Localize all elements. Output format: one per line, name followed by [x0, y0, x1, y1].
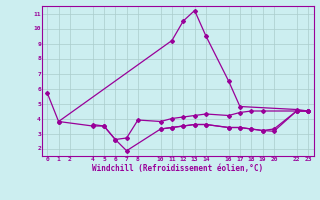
- X-axis label: Windchill (Refroidissement éolien,°C): Windchill (Refroidissement éolien,°C): [92, 164, 263, 173]
